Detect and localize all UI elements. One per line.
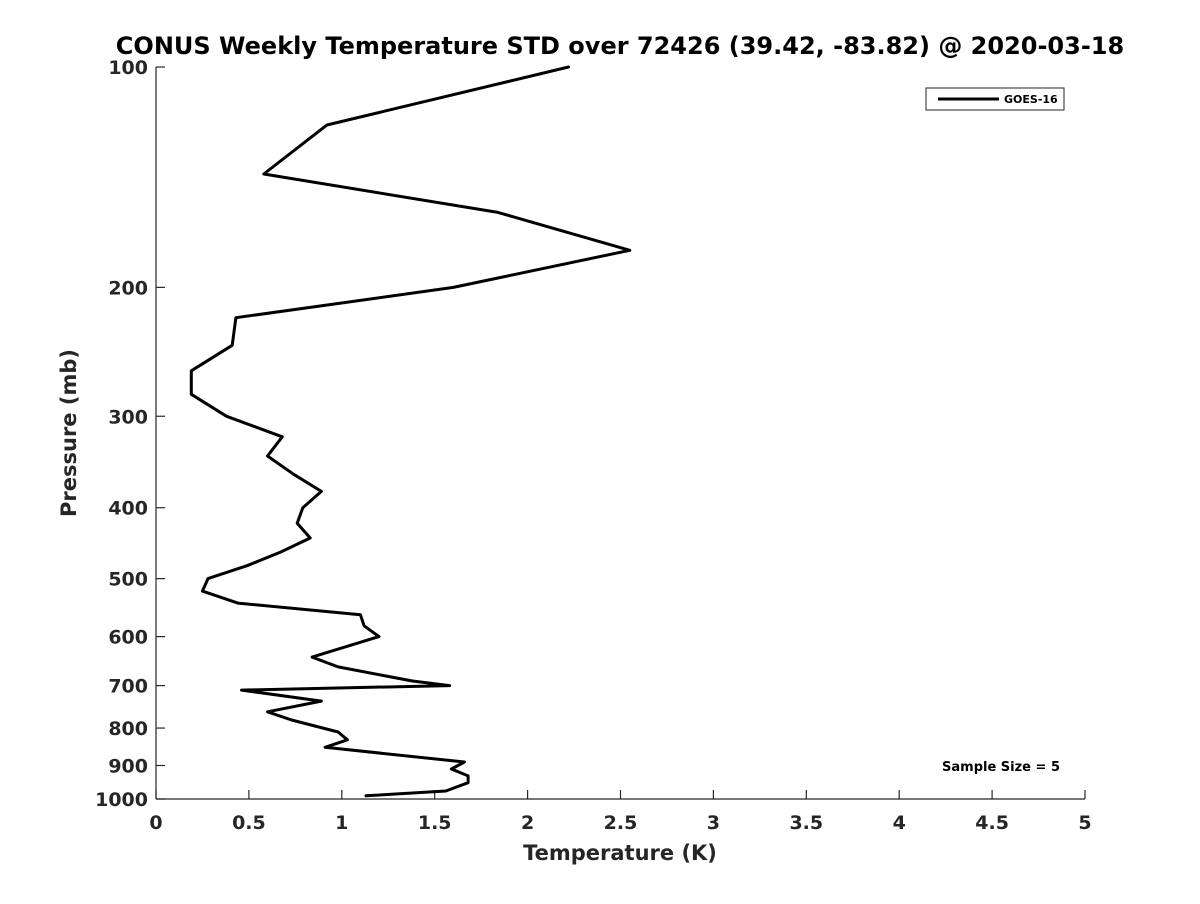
y-tick-label: 400	[108, 498, 148, 520]
x-tick-label: 1	[335, 812, 348, 834]
y-tick-label: 800	[108, 718, 148, 740]
y-axis-label: Pressure (mb)	[57, 349, 81, 517]
series-line-goes-16	[189, 65, 632, 798]
x-tick-label: 3.5	[789, 812, 823, 834]
x-tick-label: 4.5	[975, 812, 1009, 834]
y-tick-label: 300	[108, 406, 148, 428]
y-tick-label: 500	[108, 569, 148, 591]
x-tick-label: 2	[521, 812, 534, 834]
y-tick-label: 200	[108, 277, 148, 299]
x-axis-ticks: 0 0.5 1 1.5 2 2.5 3 3.5 4 4.5 5	[149, 790, 1092, 834]
x-tick-label: 3	[707, 812, 720, 834]
y-tick-label: 900	[108, 756, 148, 778]
legend-label: GOES-16	[1004, 93, 1058, 106]
x-tick-label: 5	[1078, 812, 1091, 834]
y-tick-label: 100	[108, 57, 148, 79]
x-tick-label: 4	[893, 812, 906, 834]
y-tick-label: 700	[108, 676, 148, 698]
y-axis-ticks: 100 200 300 400 500 600 700 800 900 1000	[95, 57, 165, 811]
sample-size-annotation: Sample Size = 5	[942, 760, 1060, 775]
x-tick-label: 0	[149, 812, 162, 834]
series-group	[189, 65, 632, 798]
y-tick-label: 1000	[95, 789, 148, 811]
chart-title: CONUS Weekly Temperature STD over 72426 …	[116, 32, 1124, 60]
y-tick-label: 600	[108, 627, 148, 649]
x-axis-label: Temperature (K)	[523, 841, 717, 865]
x-tick-label: 0.5	[232, 812, 266, 834]
x-tick-label: 2.5	[604, 812, 638, 834]
x-tick-label: 1.5	[418, 812, 452, 834]
legend: GOES-16	[925, 87, 1065, 111]
